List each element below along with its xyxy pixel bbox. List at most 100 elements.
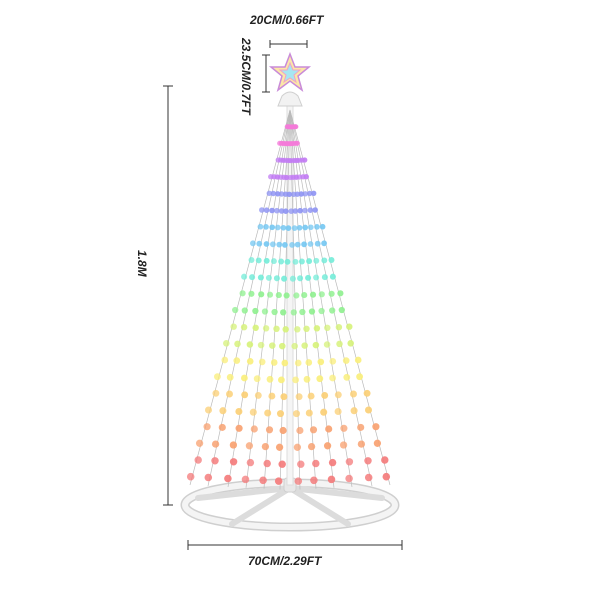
led-light xyxy=(283,208,289,214)
led-light xyxy=(278,191,285,197)
led-light xyxy=(249,408,257,416)
led-light xyxy=(321,257,328,264)
led-light xyxy=(266,190,273,197)
led-light xyxy=(308,308,316,315)
led-light xyxy=(226,390,233,398)
led-light xyxy=(258,291,265,298)
led-light xyxy=(286,191,293,198)
led-light xyxy=(261,308,269,315)
star-height-line xyxy=(262,54,270,93)
led-light xyxy=(294,326,301,333)
led-light xyxy=(223,340,230,347)
led-light xyxy=(229,458,238,466)
led-light xyxy=(281,359,289,367)
led-light xyxy=(307,442,316,451)
led-light xyxy=(296,426,304,435)
led-light xyxy=(257,341,265,349)
led-light xyxy=(364,406,373,414)
led-light xyxy=(245,442,254,450)
led-light xyxy=(211,440,220,448)
light-strand xyxy=(245,109,291,488)
led-light xyxy=(293,292,300,299)
led-light xyxy=(328,290,335,297)
led-light xyxy=(294,140,300,146)
led-light xyxy=(252,324,259,332)
tree-height-line xyxy=(163,85,173,506)
star-width-label: 20CM/0.66FT xyxy=(250,13,324,27)
led-light xyxy=(229,441,238,449)
led-light xyxy=(226,373,234,381)
led-light xyxy=(339,441,348,449)
led-light xyxy=(263,459,271,468)
led-light xyxy=(324,324,331,332)
led-light xyxy=(328,458,337,467)
led-light xyxy=(292,208,299,214)
led-lights xyxy=(186,124,391,485)
led-light xyxy=(270,258,277,265)
led-light xyxy=(290,309,297,316)
led-light xyxy=(281,275,288,282)
led-light xyxy=(250,425,258,433)
led-light xyxy=(279,426,287,435)
led-light xyxy=(335,323,343,331)
tree-height-label: 1.8M xyxy=(135,250,149,277)
led-light xyxy=(275,292,282,299)
led-light xyxy=(321,274,328,281)
led-light xyxy=(293,124,299,130)
led-light xyxy=(354,356,362,364)
led-light xyxy=(301,292,308,299)
led-light xyxy=(257,274,264,281)
led-light xyxy=(303,375,311,383)
led-light xyxy=(240,323,248,331)
light-strand xyxy=(207,109,291,486)
led-light xyxy=(307,241,314,247)
led-light xyxy=(314,224,320,230)
led-light xyxy=(241,273,248,280)
led-light xyxy=(293,443,302,451)
led-light xyxy=(218,423,226,431)
led-light xyxy=(280,224,287,231)
center-pole xyxy=(286,99,294,486)
led-light xyxy=(282,326,289,333)
led-light xyxy=(278,460,286,468)
led-light xyxy=(246,458,255,467)
led-light xyxy=(313,274,320,281)
led-light xyxy=(274,191,281,197)
light-strand xyxy=(289,109,317,489)
led-light xyxy=(356,373,363,381)
led-light xyxy=(284,258,291,265)
led-light xyxy=(312,207,318,213)
led-light xyxy=(239,290,246,297)
led-light xyxy=(204,473,213,482)
led-light xyxy=(323,442,332,450)
led-light xyxy=(233,357,241,364)
led-light xyxy=(241,391,249,399)
led-light xyxy=(186,472,195,481)
led-light xyxy=(263,257,270,264)
led-light xyxy=(255,257,262,264)
light-strand xyxy=(263,109,291,489)
led-light xyxy=(254,391,262,399)
led-light xyxy=(337,290,344,297)
led-light xyxy=(252,307,259,315)
led-light xyxy=(271,308,278,316)
light-strand xyxy=(289,109,373,486)
led-light xyxy=(292,410,301,418)
led-light xyxy=(292,376,299,384)
led-light xyxy=(373,439,382,447)
led-light xyxy=(306,190,313,197)
led-light xyxy=(350,390,357,398)
led-light xyxy=(261,442,270,451)
led-light xyxy=(292,258,299,265)
led-light xyxy=(291,225,298,231)
led-light xyxy=(307,207,314,213)
led-light xyxy=(241,475,250,484)
led-light xyxy=(381,456,389,464)
led-light xyxy=(259,476,267,485)
led-light xyxy=(340,424,348,432)
led-light xyxy=(301,241,307,248)
led-light xyxy=(303,174,309,180)
light-strand xyxy=(289,109,353,487)
led-light xyxy=(204,406,213,414)
